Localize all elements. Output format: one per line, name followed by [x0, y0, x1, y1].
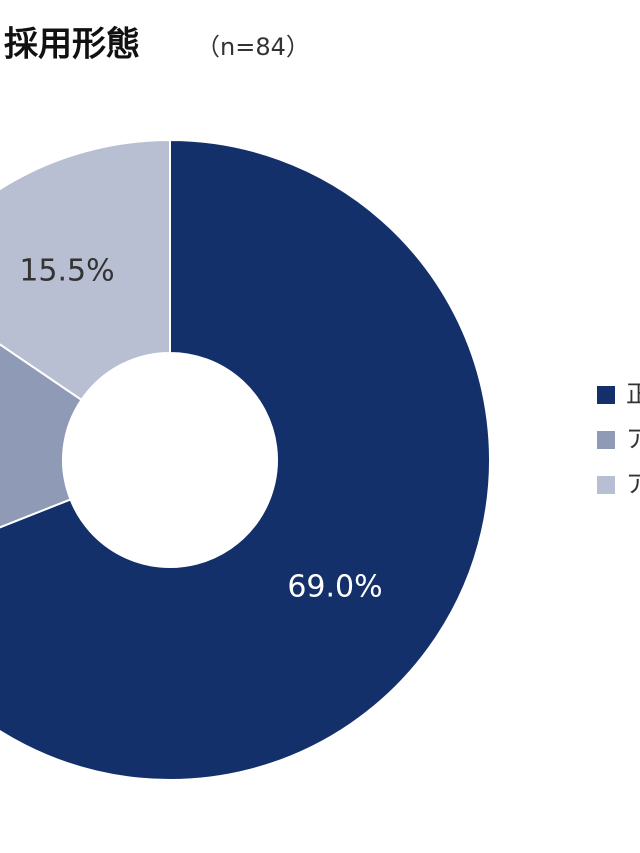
donut-segment — [0, 343, 83, 529]
chart-title: 採用形態 — [4, 25, 140, 65]
donut-segment — [0, 138, 491, 781]
data-label: 69.0% — [287, 570, 382, 605]
legend-label: 正 — [626, 380, 640, 408]
legend-swatch — [597, 476, 615, 494]
legend-swatch — [597, 386, 615, 404]
data-label: 15.5% — [19, 254, 114, 289]
chart-subtitle: （n=84） — [196, 33, 310, 61]
legend-swatch — [597, 431, 615, 449]
legend-label: ア — [626, 470, 640, 498]
donut-segment — [0, 138, 171, 402]
data-label: 15.5% — [0, 418, 1, 453]
legend-label: ア — [626, 425, 640, 453]
